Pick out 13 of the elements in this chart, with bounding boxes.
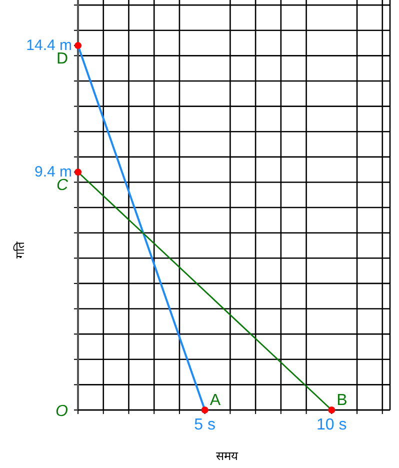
x-tick-label: 10 s [316, 416, 347, 434]
y-axis-title: गति [13, 240, 27, 258]
text: O [56, 403, 68, 420]
annotation: C [56, 177, 68, 194]
point [74, 168, 82, 176]
annotation: A [210, 392, 221, 409]
point [328, 406, 336, 414]
annotation: D [56, 50, 68, 68]
x-axis-title: समय [216, 449, 239, 463]
x-tick-label: 5 s [194, 416, 216, 434]
point [74, 42, 82, 50]
annotation: B [336, 392, 348, 409]
point [201, 406, 208, 414]
